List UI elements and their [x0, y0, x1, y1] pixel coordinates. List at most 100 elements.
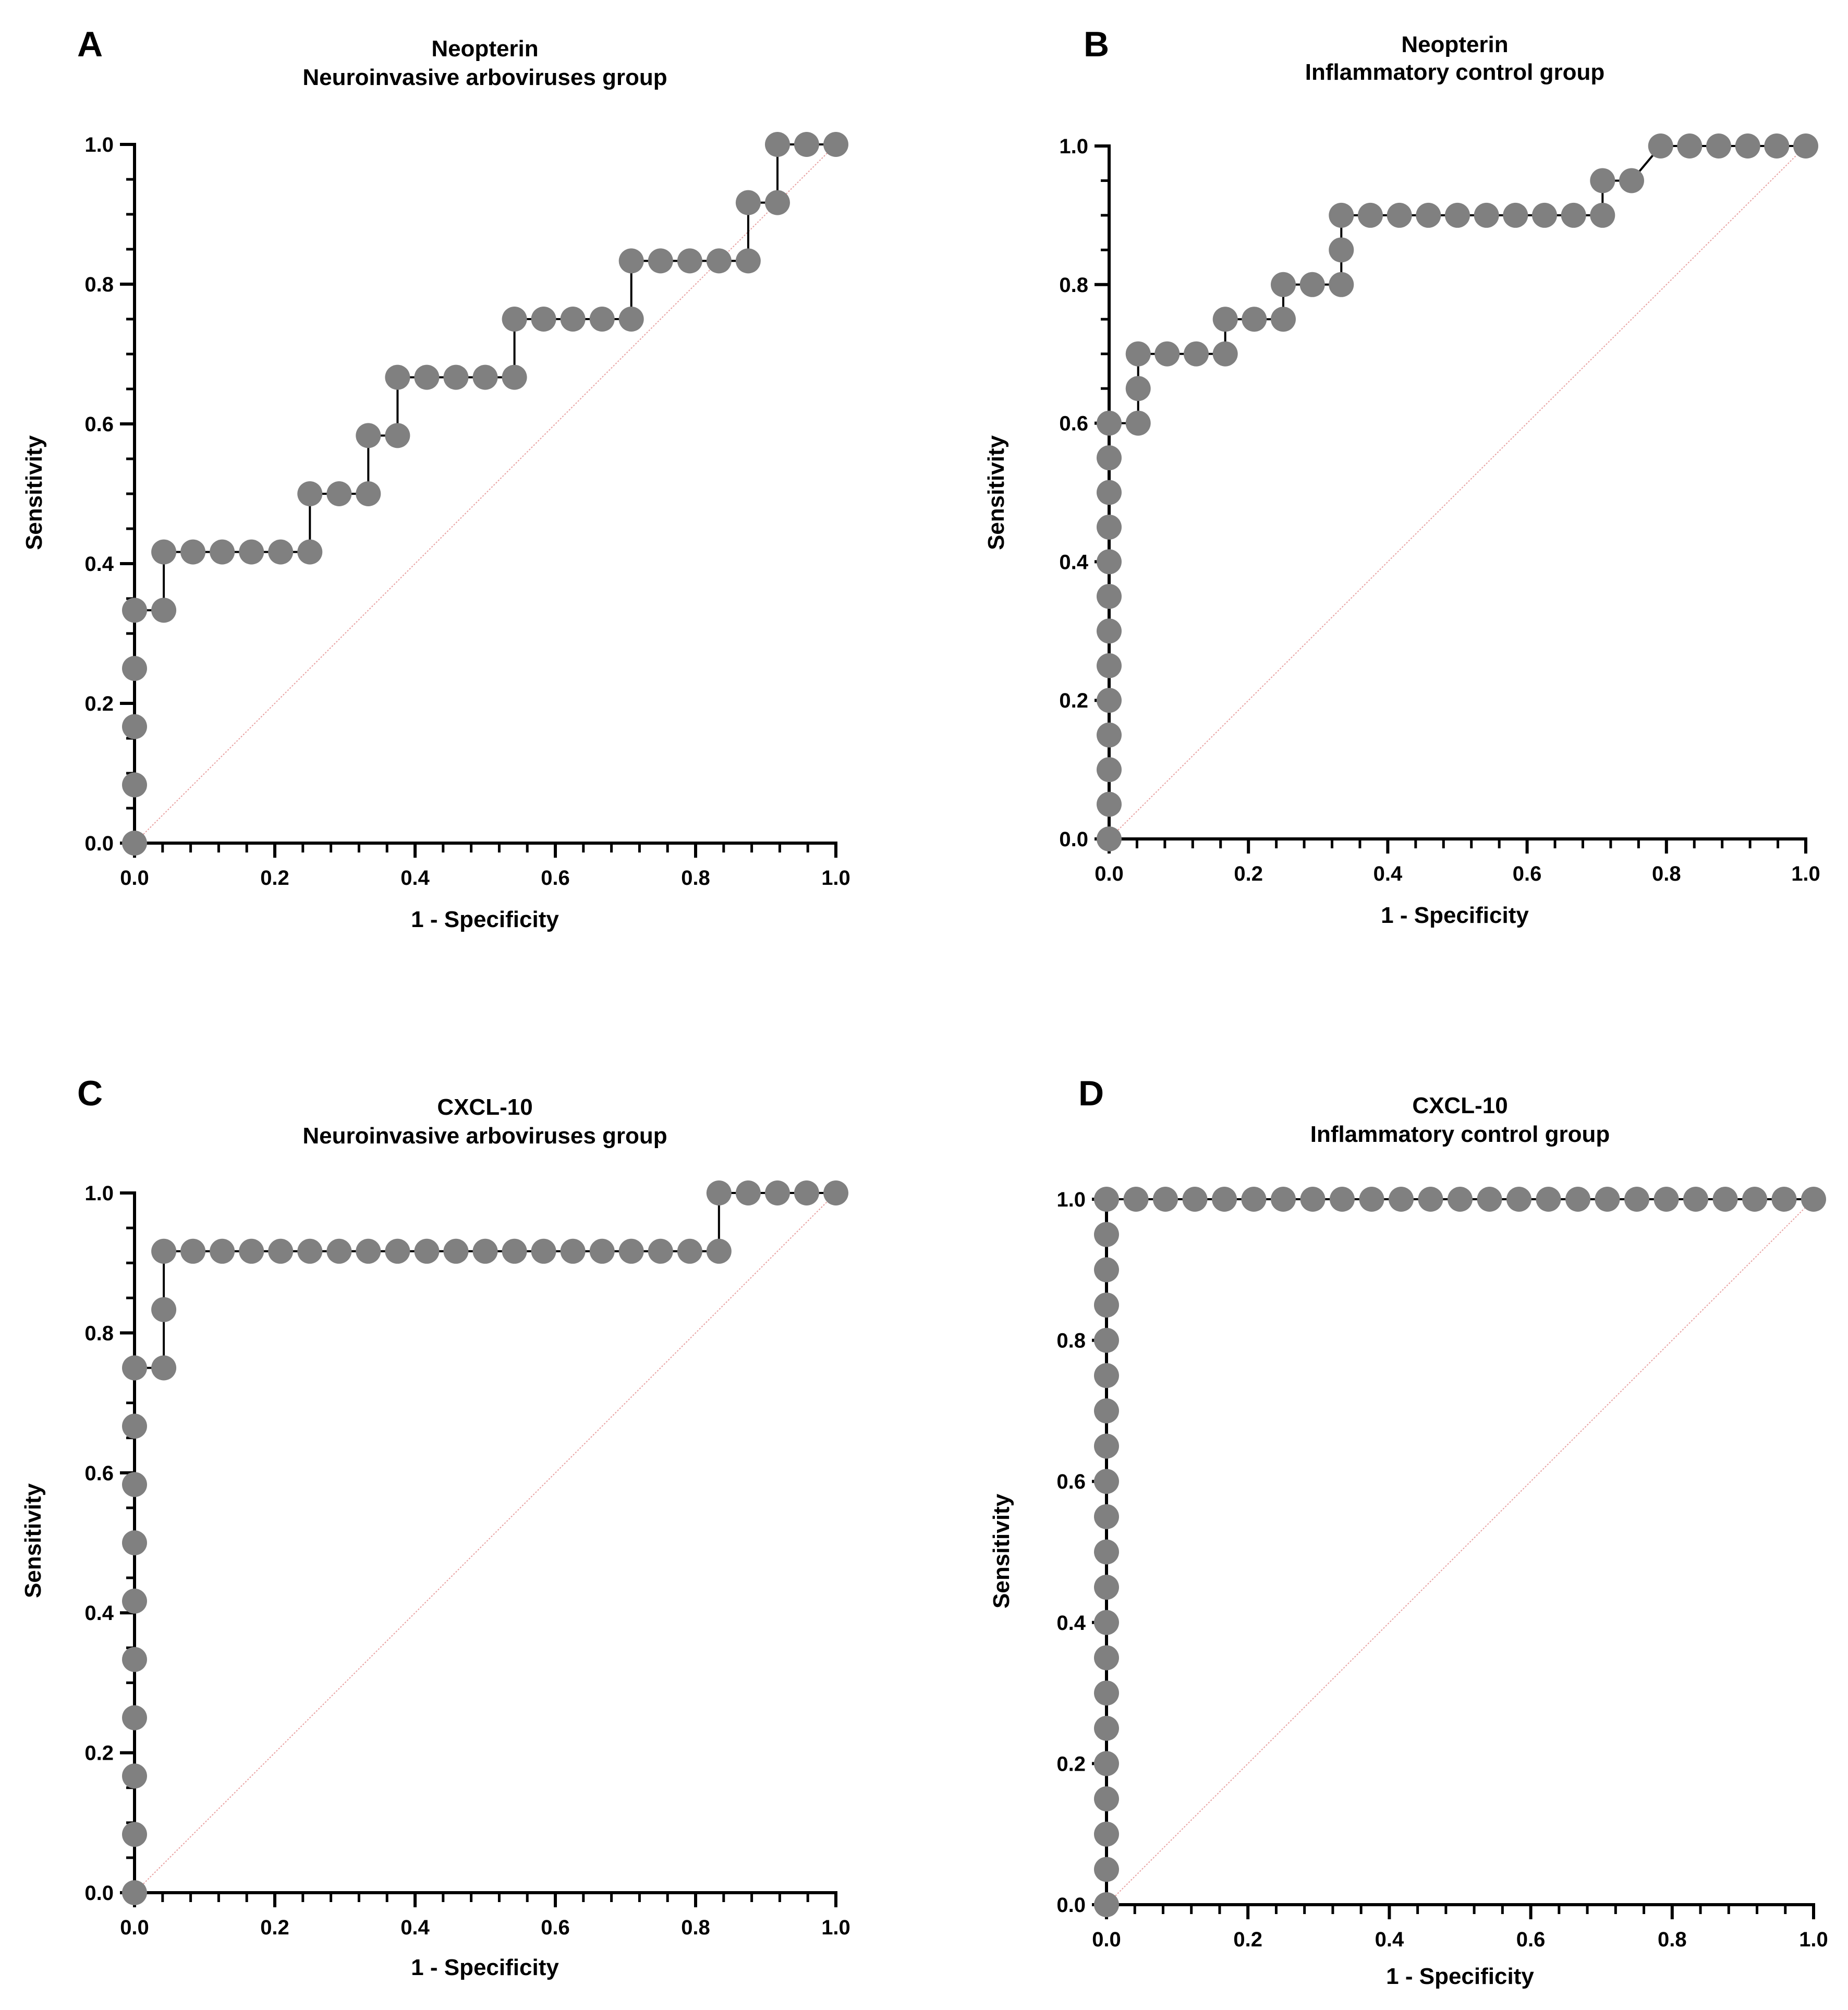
- panel-a-x-tick-label: 0.0: [120, 867, 149, 890]
- panel-b-x-tick-label: 1.0: [1791, 862, 1820, 885]
- panel-c-title-line2: Neuroinvasive arboviruses group: [302, 1123, 667, 1149]
- panel-d: D CXCL-10 Inflammatory control group Sen…: [989, 1074, 1828, 1989]
- panel-d-roc-point: [1595, 1187, 1620, 1212]
- panel-b-plot: 0.0 0.2 0.4 0.6 0.8 1.0 0.0 0.2 0.4 0.6 0.8 1.0: [1059, 133, 1820, 885]
- panel-c-roc-point: [414, 1238, 440, 1264]
- panel-b-ylabel: Sensitivity: [983, 435, 1009, 550]
- panel-d-roc-point: [1624, 1187, 1649, 1212]
- panel-a-roc-point: [443, 364, 469, 390]
- panel-b-roc-point: [1416, 202, 1441, 228]
- panel-b-roc-point: [1097, 480, 1122, 505]
- panel-c-roc-point: [385, 1238, 410, 1264]
- panel-c-roc-point: [151, 1238, 177, 1264]
- panel-d-roc-point: [1152, 1187, 1178, 1212]
- panel-d-y-tick-label: 0.8: [1056, 1330, 1086, 1353]
- panel-d-y-tick-label: 0.0: [1056, 1894, 1086, 1917]
- panel-d-roc-point: [1094, 1469, 1119, 1494]
- panel-a-ylabel: Sensitivity: [21, 435, 47, 550]
- panel-a-reference-line: [134, 144, 836, 844]
- panel-c-roc-point: [618, 1238, 644, 1264]
- panel-b-roc-point: [1735, 133, 1760, 159]
- panel-b-roc-point: [1097, 722, 1122, 748]
- panel-a-x-tick-label: 0.4: [400, 867, 430, 890]
- panel-a-roc-point: [648, 248, 673, 274]
- panel-c-title-line1: CXCL-10: [437, 1094, 532, 1120]
- panel-b-roc-point: [1271, 272, 1296, 297]
- panel-c-roc-point: [122, 1763, 147, 1789]
- panel-d-x-tick-label: 0.2: [1233, 1928, 1262, 1951]
- panel-b-roc-point: [1097, 445, 1122, 471]
- panel-c-x-tick-label: 0.0: [120, 1916, 149, 1939]
- panel-d-roc-point: [1094, 1187, 1119, 1212]
- panel-d-title-line2: Inflammatory control group: [1310, 1122, 1610, 1147]
- panel-b-roc-point: [1329, 272, 1354, 297]
- panel-d-roc-point: [1094, 1222, 1119, 1247]
- panel-b-y-tick-label: 0.0: [1059, 828, 1088, 851]
- panel-b-y-tick-label: 0.4: [1059, 551, 1088, 574]
- panel-a-roc-point: [122, 772, 147, 798]
- panel-c-roc-point: [443, 1238, 469, 1264]
- panel-d-xlabel: 1 - Specificity: [1386, 1964, 1534, 1989]
- panel-c-roc-point: [764, 1180, 790, 1205]
- panel-b-roc-point: [1299, 272, 1325, 297]
- panel-a-roc-point: [151, 598, 177, 623]
- panel-c-roc-point: [326, 1238, 352, 1264]
- panel-a-roc-point: [764, 132, 790, 157]
- panel-b-roc-point: [1387, 202, 1412, 228]
- panel-a-y-tick-label: 0.2: [84, 692, 114, 715]
- panel-a-xlabel: 1 - Specificity: [411, 907, 559, 932]
- panel-b: B Neopterin Inflammatory control group S…: [983, 25, 1820, 928]
- panel-d-roc-point: [1094, 1504, 1119, 1529]
- panel-a-roc-point: [122, 714, 147, 739]
- panel-d-roc-point: [1536, 1187, 1561, 1212]
- panel-d-roc-point: [1094, 1892, 1119, 1917]
- panel-a-roc-point: [735, 248, 761, 274]
- panel-d-x-tick-label: 0.8: [1658, 1928, 1687, 1951]
- panel-a-y-tick-label: 0.8: [84, 273, 114, 296]
- panel-a-y-tick-label: 0.6: [84, 413, 114, 436]
- panel-a-roc-point: [794, 132, 819, 157]
- panel-a-roc-point: [122, 598, 147, 623]
- panel-d-roc-point: [1241, 1187, 1267, 1212]
- panel-a-roc-point: [735, 190, 761, 215]
- panel-d-roc-point: [1094, 1539, 1119, 1565]
- panel-c-roc-point: [122, 1355, 147, 1381]
- panel-d-roc-point: [1712, 1187, 1738, 1212]
- panel-d-roc-point: [1094, 1857, 1119, 1882]
- panel-a-x-tick-label: 0.2: [260, 867, 289, 890]
- panel-a-y-tick-label: 1.0: [84, 133, 114, 156]
- panel-d-y-tick-label: 0.2: [1056, 1752, 1086, 1775]
- panel-c-roc-point: [210, 1238, 235, 1264]
- panel-b-y-tick-label: 1.0: [1059, 135, 1088, 158]
- panel-b-roc-point: [1445, 202, 1470, 228]
- panel-c-roc-point: [531, 1238, 556, 1264]
- panel-d-roc-point: [1094, 1786, 1119, 1812]
- panel-d-roc-point: [1654, 1187, 1679, 1212]
- panel-c-y-tick-label: 0.2: [84, 1742, 114, 1765]
- panel-a-roc-point: [706, 248, 732, 274]
- panel-b-x-tick-label: 0.6: [1513, 862, 1542, 885]
- panel-b-roc-point: [1242, 307, 1267, 332]
- panel-a-roc-point: [210, 539, 235, 565]
- panel-d-roc-point: [1300, 1187, 1326, 1212]
- panel-a-roc-point: [356, 481, 381, 506]
- panel-c-plot: 0.0 0.2 0.4 0.6 0.8 1.0 0.0 0.2 0.4 0.6 0.8 1.0: [84, 1180, 850, 1939]
- panel-c-roc-point: [122, 1705, 147, 1731]
- panel-c-roc-point: [502, 1238, 527, 1264]
- panel-a-roc-point: [618, 307, 644, 332]
- panel-b-letter: B: [1084, 25, 1109, 64]
- panel-d-roc-point: [1094, 1257, 1119, 1283]
- panel-d-roc-point: [1477, 1187, 1502, 1212]
- panel-b-roc-point: [1097, 410, 1122, 436]
- panel-b-roc-point: [1358, 202, 1383, 228]
- panel-d-roc-point: [1448, 1187, 1473, 1212]
- panel-d-roc-point: [1094, 1292, 1119, 1318]
- panel-c-roc-point: [648, 1238, 673, 1264]
- panel-b-roc-point: [1590, 202, 1615, 228]
- panel-a-roc-point: [239, 539, 264, 565]
- panel-d-roc-point: [1094, 1575, 1119, 1600]
- panel-b-roc-point: [1097, 826, 1122, 851]
- panel-c-roc-point: [735, 1180, 761, 1205]
- panel-c-roc-point: [268, 1238, 294, 1264]
